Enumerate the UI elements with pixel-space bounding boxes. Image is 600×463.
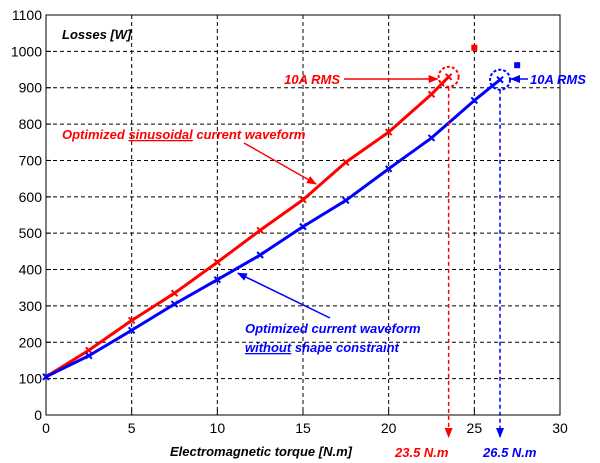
axes: 0 5 10 15 20 25 300100200300400500600700800900…	[11, 7, 568, 436]
outlier-point-0	[471, 44, 478, 51]
series-marker-1	[213, 276, 222, 284]
y-tick-label: 1000	[11, 43, 42, 59]
blue-series-arrow	[236, 272, 331, 319]
x-tick-label: 30	[552, 420, 568, 436]
series-marker-1	[384, 165, 393, 173]
series-marker-1	[427, 134, 436, 142]
series-marker-0	[213, 258, 222, 266]
y-tick-label: 200	[19, 334, 43, 350]
series-marker-0	[299, 196, 307, 204]
blue-rms-label: 10A RMS	[530, 72, 586, 87]
blue-torque-label: 26.5 N.m	[482, 445, 537, 460]
red-series-label-pre: Optimized	[62, 127, 128, 142]
x-tick-label: 0	[42, 420, 50, 436]
red-series-label: Optimized sinusoidal current waveform	[62, 127, 306, 142]
blue-series-label-post: shape constraint	[291, 340, 399, 355]
x-tick-label: 25	[467, 420, 483, 436]
red-series-arrow	[243, 142, 317, 185]
series-marker-0	[256, 226, 264, 234]
series-marker-0	[127, 316, 136, 325]
x-tick-label: 20	[381, 420, 397, 436]
series-marker-1	[342, 196, 350, 205]
outlier-point-1	[514, 62, 521, 69]
y-tick-label: 700	[19, 152, 43, 168]
y-tick-label: 800	[19, 116, 43, 132]
series-marker-0	[384, 128, 393, 136]
red-torque-label: 23.5 N.m	[394, 445, 449, 460]
series-marker-1	[470, 96, 479, 105]
blue-series-label-line2: without shape constraint	[245, 340, 400, 355]
series-marker-1	[42, 373, 50, 381]
series-line-1	[45, 78, 501, 379]
y-axis-label: Losses [W]	[62, 27, 132, 42]
y-tick-label: 1100	[12, 7, 42, 23]
annotations	[236, 65, 528, 438]
x-axis-label: Electromagnetic torque [N.m]	[170, 444, 353, 459]
y-tick-label: 300	[19, 298, 43, 314]
blue-series-label-line1: Optimized current waveform	[245, 321, 421, 336]
x-tick-label: 15	[295, 420, 311, 436]
series-marker-1	[496, 76, 504, 84]
series-marker-1	[256, 251, 264, 259]
series-marker-0	[427, 90, 436, 98]
series-marker-1	[127, 326, 136, 334]
grid	[46, 15, 560, 415]
series-marker-0	[170, 289, 179, 297]
red-rms-label: 10A RMS	[284, 72, 340, 87]
red-series-label-underlined: sinusoidal	[128, 127, 193, 142]
series-marker-0	[85, 346, 93, 354]
series-lines	[42, 44, 521, 381]
blue-series-label-underlined: without	[245, 340, 292, 355]
series-marker-0	[444, 73, 453, 81]
series-marker-1	[299, 222, 307, 231]
y-tick-label: 0	[34, 407, 42, 423]
series-marker-1	[85, 352, 93, 360]
y-tick-label: 400	[19, 262, 43, 278]
x-tick-label: 10	[210, 420, 226, 436]
x-tick-label: 5	[128, 420, 136, 436]
series-marker-1	[170, 300, 179, 308]
y-tick-label: 600	[19, 189, 43, 205]
y-tick-label: 500	[19, 225, 43, 241]
series-marker-0	[342, 158, 350, 166]
y-tick-label: 100	[19, 371, 43, 387]
red-series-label-post: current waveform	[193, 127, 306, 142]
y-tick-label: 900	[19, 80, 43, 96]
